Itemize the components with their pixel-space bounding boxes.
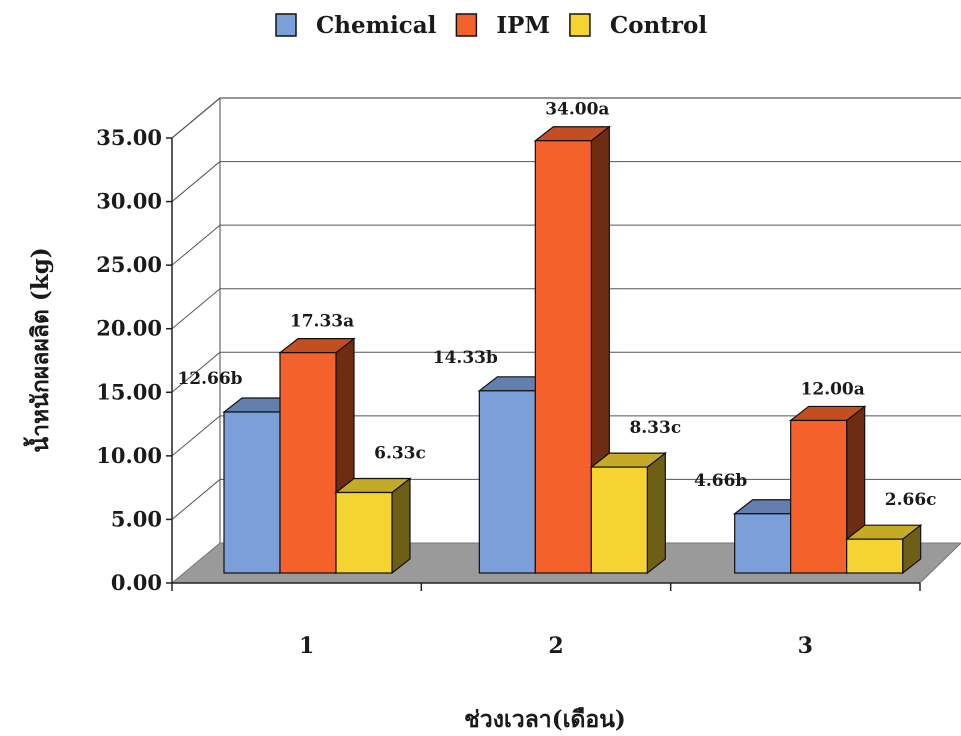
legend-swatch [455,13,478,37]
gridline-side [171,97,221,139]
data-label: 2.66c [885,490,937,510]
bar-front [734,513,792,574]
bar-control-3 [844,523,923,575]
bar-control-1 [334,477,412,575]
bar-ipm-2 [533,125,612,575]
gridline-side [171,479,221,520]
bar-front [790,419,848,574]
y-tick-label: 5.00 [111,506,162,531]
legend-item-ipm: IPM [455,12,550,39]
legend-label: Chemical [316,12,437,39]
y-tick-label: 0.00 [111,570,162,595]
gridline-side [171,224,221,266]
bar-front [223,411,281,574]
bar-front [590,466,648,574]
bar-ipm-3 [788,405,867,575]
bar-front [534,140,592,574]
legend-swatch [275,13,297,37]
y-tick-label: 10.00 [96,443,162,468]
x-tick-label: 1 [299,633,314,659]
data-label: 4.66b [694,471,747,491]
x-tick-label: 2 [548,633,563,659]
bar-control-2 [589,451,668,575]
y-axis-title: น้ำหนักผลผลิต (kg) [23,247,54,452]
data-label: 17.33a [290,312,354,332]
data-label: 8.33c [629,418,681,438]
bar-front [279,352,337,574]
y-tick-label: 20.00 [96,316,162,341]
y-tick-label: 15.00 [96,379,162,404]
y-axis: 0.00 5.00 10.00 15.00 20.00 25.00 30.00 35.00 [96,125,173,595]
bar-front [335,491,393,574]
data-label: 6.33c [374,444,426,464]
x-axis-title: ช่วงเวลา(เดือน) [464,706,626,733]
legend-item-chemical: Chemical [275,12,437,39]
bar-front [846,538,904,574]
data-label: 34.00a [545,100,609,120]
gridline-side [171,415,221,457]
bar-side [646,451,666,575]
y-tick-label: 25.00 [96,252,162,277]
x-axis: 1 2 3 [171,582,921,659]
data-labels: 12.66b 17.33a 6.33c 14.33b 34.00a 8.33c 4.66b 1… [177,100,936,510]
data-label: 12.00a [801,379,865,399]
x-tick-label: 3 [798,633,813,659]
gridline-side [171,351,221,393]
bar-side [391,477,411,575]
legend-label: IPM [496,12,550,39]
gridline-side [171,161,221,202]
legend-swatch [569,13,591,37]
y-tick-label: 35.00 [96,125,162,150]
legend-item-control: Control [569,12,707,39]
bars [222,125,923,575]
data-label: 14.33b [433,348,498,368]
data-label: 12.66b [177,369,242,389]
legend: Chemical IPM Control [275,12,707,39]
y-tick-label: 30.00 [96,189,162,214]
bar-front [478,390,536,574]
legend-label: Control [610,12,707,39]
gridline-side [171,288,221,330]
